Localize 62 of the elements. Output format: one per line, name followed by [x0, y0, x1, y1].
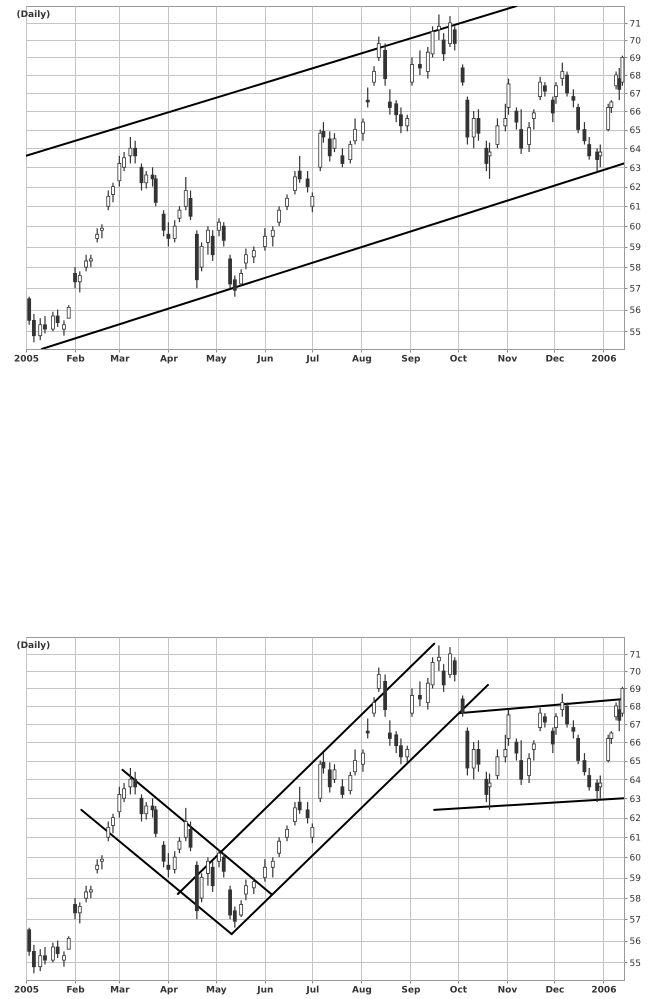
y-tick-label: 57 [630, 916, 641, 926]
y-tick-label: 66 [630, 108, 642, 118]
x-tick-label: Oct [450, 354, 468, 364]
x-tick-label: Oct [450, 986, 468, 996]
y-tick-label: 59 [630, 243, 642, 254]
x-tick-label: Apr [160, 986, 178, 996]
x-tick-label: Jul [305, 986, 320, 996]
y-tick-label: 71 [630, 650, 641, 660]
x-tick-label: Sep [401, 354, 421, 364]
x-tick-label: Mar [110, 354, 130, 364]
x-tick-label: May [206, 354, 227, 364]
x-tick-label: Mar [110, 986, 130, 996]
x-tick-label: 2005 [14, 986, 40, 996]
x-tick-label: Apr [160, 354, 178, 364]
y-tick-label: 57 [630, 284, 641, 295]
y-tick-label: 60 [630, 222, 642, 233]
x-tick-label: May [206, 986, 227, 996]
x-tick-label: Aug [352, 986, 372, 996]
y-tick-label: 64 [630, 144, 642, 155]
y-tick-label: 59 [630, 874, 642, 884]
y-tick-label: 56 [630, 306, 642, 316]
x-tick-label: Aug [352, 354, 372, 364]
y-tick-label: 55 [630, 328, 641, 338]
y-tick-label: 70 [630, 36, 642, 47]
y-tick-label: 65 [630, 126, 641, 136]
x-tick-label: Jun [256, 354, 274, 364]
x-tick-label: Dec [545, 354, 564, 364]
x-tick-label: Feb [66, 986, 86, 996]
y-tick-label: 64 [630, 776, 642, 786]
chart-title: (Daily) [16, 641, 50, 651]
y-tick-label: 61 [630, 202, 641, 213]
y-tick-label: 66 [630, 738, 642, 749]
x-tick-label: Sep [401, 986, 421, 996]
x-tick-label: Nov [498, 354, 518, 364]
y-tick-label: 67 [630, 89, 641, 100]
y-tick-label: 56 [630, 937, 642, 948]
y-tick-label: 55 [630, 958, 641, 969]
y-tick-label: 67 [630, 720, 641, 730]
y-tick-label: 68 [630, 72, 642, 82]
x-tick-label: Jul [305, 354, 320, 364]
y-tick-label: 69 [630, 54, 642, 64]
y-tick-label: 69 [630, 684, 642, 695]
y-tick-label: 63 [630, 794, 641, 805]
x-tick-label: Dec [545, 986, 564, 996]
y-tick-label: 63 [630, 164, 641, 174]
y-tick-label: 70 [630, 668, 642, 678]
y-tick-label: 65 [630, 757, 641, 768]
x-tick-label: Jun [256, 986, 274, 996]
y-tick-label: 62 [630, 814, 641, 824]
x-tick-label: Nov [498, 986, 518, 996]
y-tick-label: 58 [630, 894, 642, 905]
x-tick-label: 2006 [591, 986, 616, 996]
chart-title: (Daily) [16, 10, 50, 20]
y-tick-label: 68 [630, 702, 642, 713]
y-tick-label: 71 [630, 19, 641, 30]
y-tick-label: 60 [630, 854, 642, 864]
y-tick-label: 58 [630, 264, 642, 274]
x-tick-label: 2006 [591, 354, 616, 364]
y-tick-label: 62 [630, 183, 641, 194]
y-tick-label: 61 [630, 834, 641, 844]
x-tick-label: Feb [66, 354, 86, 364]
x-tick-label: 2005 [14, 354, 40, 364]
